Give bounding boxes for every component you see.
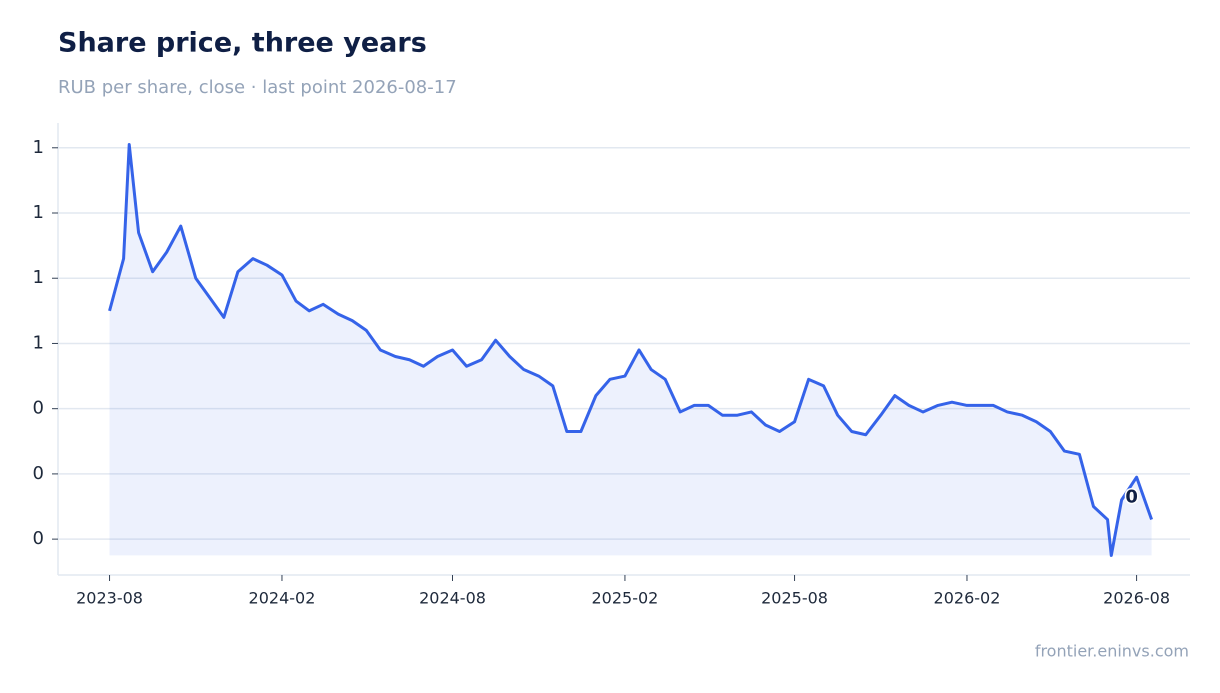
- chart-subtitle: RUB per share, close · last point 2026-0…: [58, 77, 457, 98]
- y-tick-label: 1: [33, 267, 44, 288]
- y-tick-label: 1: [33, 332, 44, 353]
- x-tick-label: 2023-08: [76, 589, 143, 608]
- chart-title: Share price, three years: [58, 28, 427, 59]
- annotation: 0: [1125, 487, 1138, 508]
- y-tick-label: 1: [33, 202, 44, 223]
- x-tick-label: 2024-02: [249, 589, 316, 608]
- x-tick-label: 2026-08: [1103, 589, 1170, 608]
- x-tick-label: 2025-02: [592, 589, 659, 608]
- price-line: [108, 143, 1153, 557]
- y-tick-label: 1: [33, 137, 44, 158]
- x-tick-label: 2025-08: [761, 589, 828, 608]
- x-tick-label: 2024-08: [419, 589, 486, 608]
- area: [109, 144, 1152, 556]
- y-tick-label: 0: [33, 463, 44, 484]
- y-tick-label: 0: [33, 398, 44, 419]
- x-tick-label: 2026-02: [934, 589, 1001, 608]
- source: frontier.eninvs.com: [1035, 642, 1189, 661]
- y-tick-label: 0: [33, 528, 44, 549]
